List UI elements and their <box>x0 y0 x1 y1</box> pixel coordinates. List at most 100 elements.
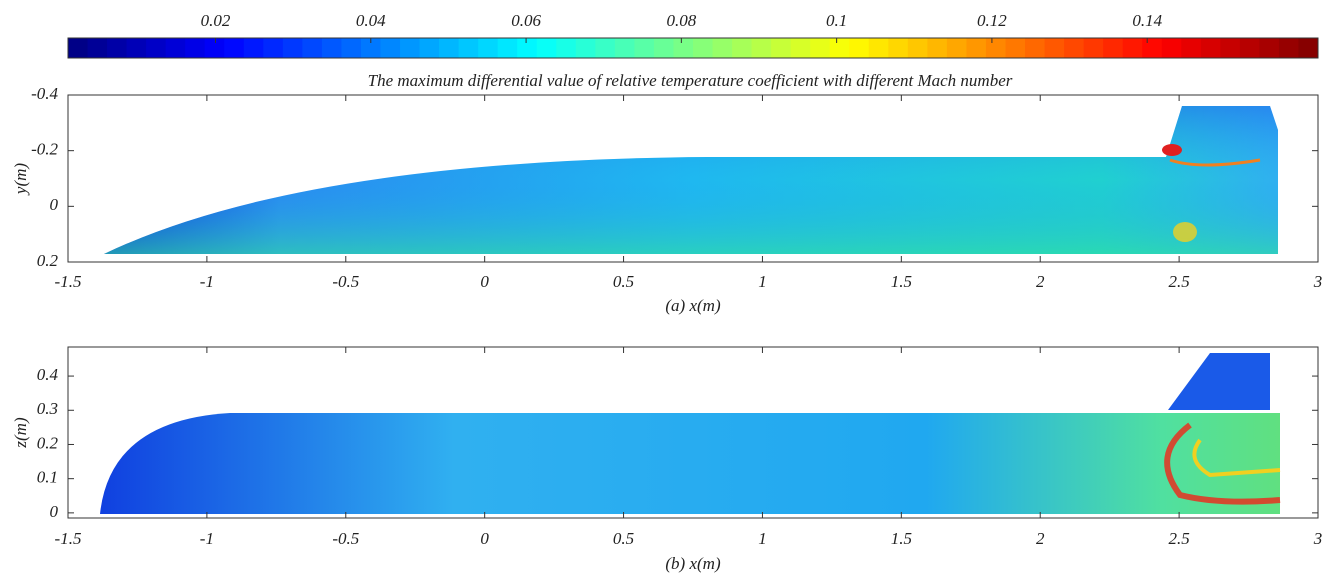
x-tick-label: 0 <box>480 272 489 291</box>
y-tick-label: 0.1 <box>37 468 58 487</box>
colorbar-cell <box>868 38 889 58</box>
x-tick-label: 0.5 <box>613 272 634 291</box>
colorbar-cell <box>556 38 577 58</box>
y-tick-label: -0.2 <box>31 140 58 159</box>
colorbar-tick-label: 0.08 <box>666 11 696 30</box>
x-tick-label: -0.5 <box>332 529 359 548</box>
colorbar-cell <box>360 38 381 58</box>
x-tick-label: 2 <box>1036 529 1045 548</box>
colorbar-cell <box>1005 38 1026 58</box>
y-tick-label: 0.2 <box>37 433 59 452</box>
colorbar-cell <box>204 38 225 58</box>
colorbar-cell <box>302 38 323 58</box>
x-tick-label: -1 <box>200 272 214 291</box>
colorbar-cell <box>341 38 362 58</box>
colorbar-cell <box>985 38 1006 58</box>
colorbar-cell <box>536 38 557 58</box>
colorbar-cell <box>712 38 733 58</box>
y-axis-label: y(m) <box>11 163 30 196</box>
colorbar-cell <box>1044 38 1065 58</box>
colorbar-cell <box>1142 38 1163 58</box>
field-a <box>104 106 1278 254</box>
y-tick-label: 0.2 <box>37 251 59 270</box>
x-tick-label: 1.5 <box>891 529 912 548</box>
x-tick-label: 2.5 <box>1168 529 1189 548</box>
x-tick-label: 1 <box>758 529 767 548</box>
colorbar-cell <box>497 38 518 58</box>
colorbar-cell <box>185 38 206 58</box>
colorbar-cell <box>107 38 128 58</box>
x-tick-label: -1 <box>200 529 214 548</box>
chart-title: The maximum differential value of relati… <box>368 71 1013 90</box>
colorbar-cell <box>146 38 167 58</box>
x-tick-label: 0 <box>480 529 489 548</box>
colorbar-cell <box>653 38 674 58</box>
colorbar-tick-label: 0.02 <box>201 11 231 30</box>
colorbar-cell <box>400 38 421 58</box>
colorbar-tick-label: 0.14 <box>1132 11 1162 30</box>
axes-frame <box>67 346 1319 519</box>
colorbar-cell <box>1025 38 1046 58</box>
colorbar-cell <box>224 38 245 58</box>
colorbar-cell <box>751 38 772 58</box>
x-tick-label: 2 <box>1036 272 1045 291</box>
colorbar-cell <box>68 38 89 58</box>
colorbar-cell <box>1220 38 1241 58</box>
y-tick-label: 0.4 <box>37 365 59 384</box>
colorbar-cell <box>1200 38 1221 58</box>
x-axis-label: (b) x(m) <box>665 554 721 573</box>
y-tick-label: 0 <box>50 502 59 521</box>
colorbar-cell <box>849 38 870 58</box>
colorbar-cell <box>829 38 850 58</box>
colorbar-cell <box>1239 38 1260 58</box>
colorbar-cell <box>595 38 616 58</box>
colorbar-tick-label: 0.06 <box>511 11 541 30</box>
colorbar-cell <box>263 38 284 58</box>
colorbar-cell <box>790 38 811 58</box>
colorbar-tick-label: 0.04 <box>356 11 386 30</box>
colorbar-cell <box>575 38 596 58</box>
colorbar-cell <box>634 38 655 58</box>
colorbar-cell <box>732 38 753 58</box>
colorbar-tick-label: 0.1 <box>826 11 847 30</box>
colorbar-cell <box>282 38 303 58</box>
colorbar-cell <box>946 38 967 58</box>
colorbar-cell <box>1259 38 1280 58</box>
x-tick-label: 1.5 <box>891 272 912 291</box>
colorbar-cell <box>380 38 401 58</box>
y-tick-label: 0.3 <box>37 399 58 418</box>
colorbar-cell <box>1122 38 1143 58</box>
colorbar-tick-label: 0.12 <box>977 11 1007 30</box>
colorbar-cell <box>907 38 928 58</box>
colorbar-cell <box>243 38 264 58</box>
y-tick-label: -0.4 <box>31 84 58 103</box>
colorbar-cell <box>321 38 342 58</box>
colorbar-cell <box>126 38 147 58</box>
colorbar-cell <box>966 38 987 58</box>
colorbar-cell <box>419 38 440 58</box>
y-tick-label: 0 <box>50 195 59 214</box>
colorbar-cell <box>165 38 186 58</box>
colorbar-cell <box>614 38 635 58</box>
colorbar-cell <box>1103 38 1124 58</box>
colorbar-cell <box>458 38 479 58</box>
colorbar-cell <box>1064 38 1085 58</box>
x-tick-label: -1.5 <box>55 272 82 291</box>
x-tick-label: 3 <box>1313 529 1323 548</box>
colorbar-cell <box>478 38 499 58</box>
colorbar-cell <box>1278 38 1299 58</box>
colorbar-cell <box>810 38 831 58</box>
colorbar-frame <box>67 37 1319 59</box>
x-tick-label: -0.5 <box>332 272 359 291</box>
x-axis-label: (a) x(m) <box>665 296 721 315</box>
colorbar-cell <box>888 38 909 58</box>
colorbar-cell <box>927 38 948 58</box>
colorbar-cell <box>673 38 694 58</box>
axes-frame <box>67 94 1319 263</box>
colorbar-cell <box>517 38 538 58</box>
x-tick-label: 3 <box>1313 272 1323 291</box>
y-axis-label: z(m) <box>11 417 30 449</box>
x-tick-label: 0.5 <box>613 529 634 548</box>
colorbar-cell <box>87 38 108 58</box>
